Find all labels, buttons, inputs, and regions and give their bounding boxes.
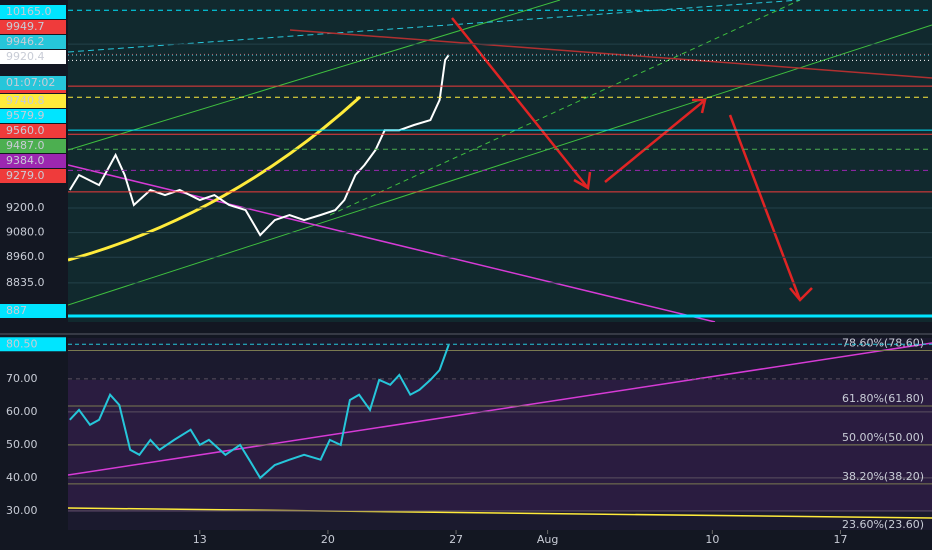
- current-tag: [0, 337, 66, 352]
- price-tag-label: 9487.0: [6, 139, 45, 152]
- y-tick-label: 40.00: [6, 471, 38, 484]
- price-tag: [0, 50, 66, 64]
- price-tag-label: 9740.8: [6, 94, 45, 107]
- y-tick-label: 30.00: [6, 504, 38, 517]
- y-tick-label: 50.00: [6, 438, 38, 451]
- rsi-drawings: [68, 342, 932, 519]
- fib-label: 50.00%(50.00): [842, 431, 924, 444]
- channel-line: [68, 0, 561, 151]
- fib-label: 23.60%(23.60): [842, 518, 924, 531]
- trend-line: [68, 0, 801, 53]
- y-tick-label: 8960.0: [6, 250, 45, 263]
- y-tick-label: 9200.0: [6, 201, 45, 214]
- price-tag: [0, 139, 66, 153]
- countdown-tag: [0, 76, 66, 90]
- y-tick-label: 70.00: [6, 372, 38, 385]
- volume-tag-bg: [0, 304, 66, 318]
- price-tag: [0, 35, 66, 49]
- y-tick-label: 9080.0: [6, 226, 45, 239]
- countdown: 01:07:02: [6, 76, 55, 89]
- price-tag: [0, 20, 66, 34]
- x-tick-label: 17: [833, 533, 847, 546]
- trend-line: [68, 342, 932, 476]
- fib-label: 61.80%(61.80): [842, 392, 924, 405]
- price-tag-label: 9560.0: [6, 124, 45, 137]
- fib-label: 38.20%(38.20): [842, 470, 924, 483]
- price-line: [69, 344, 450, 480]
- price-tag: [0, 5, 66, 19]
- trend-line: [289, 29, 932, 79]
- x-tick-label: 20: [321, 533, 335, 546]
- price-tag: [0, 169, 66, 183]
- price-tag-label: 9579.9: [6, 109, 45, 122]
- drawings: [68, 0, 932, 322]
- price-pane: [68, 0, 932, 322]
- trend-line: [68, 507, 932, 519]
- x-tick-label: Aug: [537, 533, 558, 546]
- pane-content: [68, 9, 932, 284]
- pane-content: 78.60%(78.60) 61.80%(61.80) 50.00%(50.00) 3…: [68, 337, 932, 531]
- price-line: [68, 54, 450, 237]
- x-tick-label: 10: [705, 533, 719, 546]
- curve: [68, 95, 362, 262]
- volume-tag: 887: [6, 304, 27, 317]
- y-tick-label: 60.00: [6, 405, 38, 418]
- price-tag-label: 9949.7: [6, 20, 45, 33]
- price-tag: [0, 124, 66, 138]
- x-tick-label: 13: [193, 533, 207, 546]
- price-tag-label: 10165.0: [6, 5, 52, 18]
- price-tag-label: 9279.0: [6, 169, 45, 182]
- price-tag: [0, 154, 66, 168]
- price-tag-label: 9384.0: [6, 154, 45, 167]
- arrow: [451, 17, 813, 302]
- price-tag-label: 9946.2: [6, 35, 45, 48]
- channel-line: [68, 24, 932, 306]
- price-tag-label: 9920.4: [6, 50, 45, 63]
- rsi-band: [68, 380, 932, 512]
- y-tick-label: 8835.0: [6, 276, 45, 289]
- price-tag: [0, 109, 66, 123]
- fib-label: 78.60%(78.60): [842, 337, 924, 350]
- current-label: 80.50: [6, 337, 38, 350]
- x-tick-label: 27: [449, 533, 463, 546]
- price-tag: [0, 94, 66, 108]
